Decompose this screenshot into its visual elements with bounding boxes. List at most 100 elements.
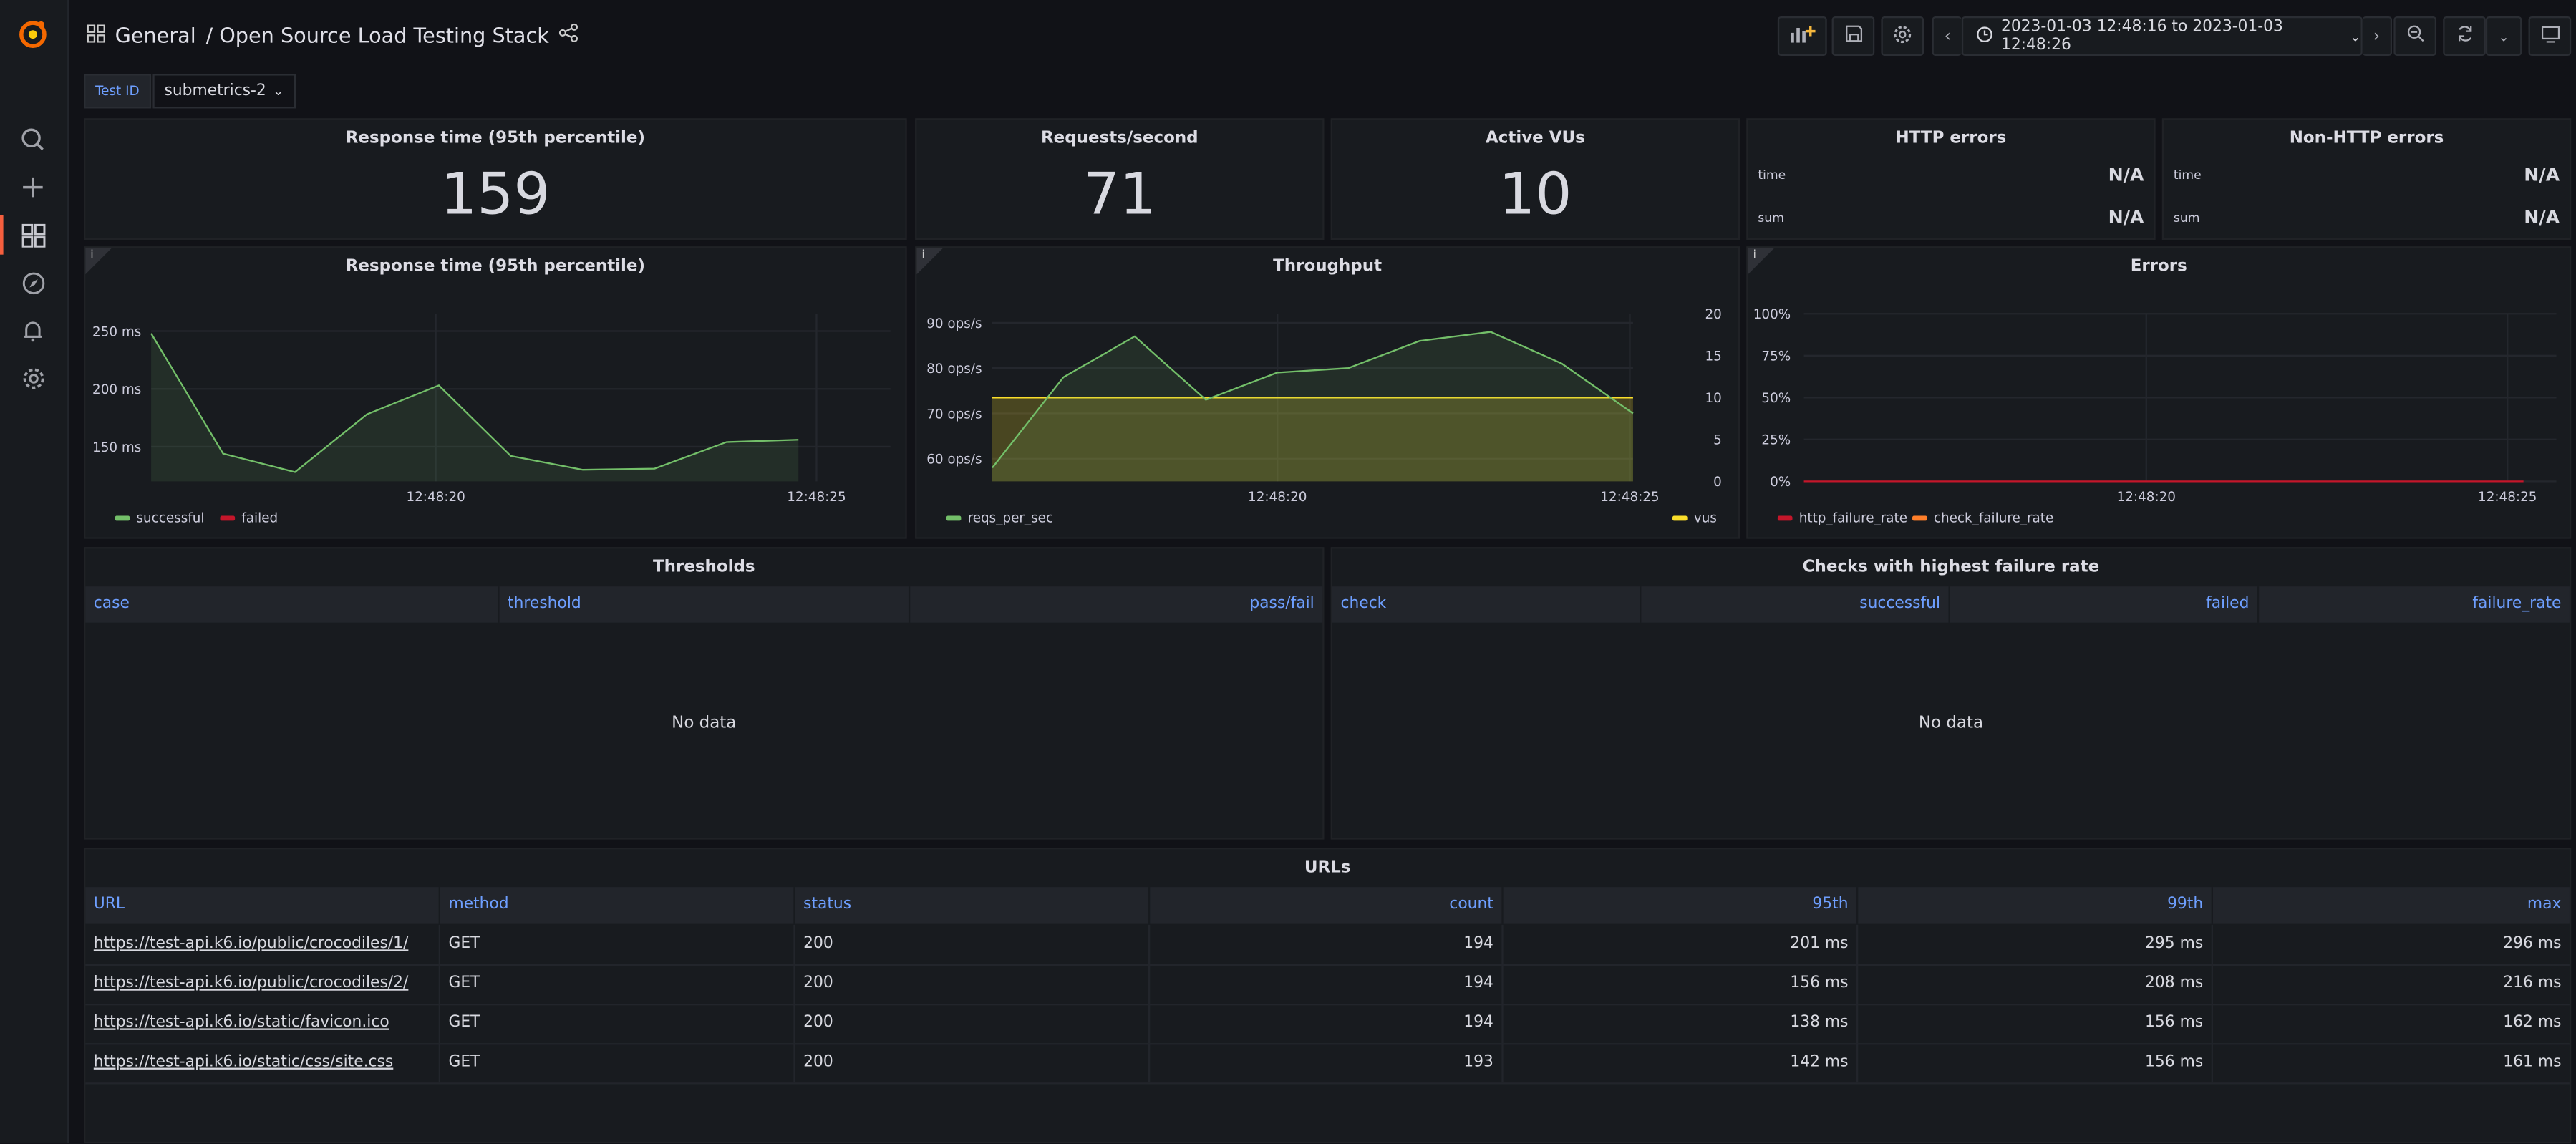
plus-icon[interactable] xyxy=(15,169,51,205)
stat-value: 71 xyxy=(1083,163,1156,228)
url-link[interactable]: https://test-api.k6.io/public/crocodiles… xyxy=(85,924,440,964)
legend-swatch xyxy=(115,515,130,521)
monitor-icon xyxy=(2540,25,2559,47)
chevron-down-icon: ⌄ xyxy=(2498,29,2509,44)
table-cell: 156 ms xyxy=(1858,1043,2213,1083)
table-cell: 216 ms xyxy=(2503,974,2562,992)
panel-info-icon[interactable]: i xyxy=(85,248,112,275)
table-cell: 194 xyxy=(1150,964,1504,1004)
panel-title: Errors xyxy=(2130,258,2187,276)
panel-title: Response time (95th percentile) xyxy=(345,130,645,148)
column-header-failure-rate[interactable]: failure_rate xyxy=(2472,594,2562,613)
table-panel-urls[interactable]: URLs URL method status count 95th 99th m… xyxy=(84,848,2572,1144)
y-tick-label-left: 60 ops/s xyxy=(926,452,982,467)
breadcrumb-folder[interactable]: General xyxy=(115,23,196,48)
refresh-interval-dropdown[interactable]: ⌄ xyxy=(2485,16,2522,57)
top-navbar: General / Open Source Load Testing Stack… xyxy=(67,0,2576,72)
panel-title: Thresholds xyxy=(652,558,755,577)
column-header-count[interactable]: count xyxy=(1150,887,1504,924)
column-header-pass-fail[interactable]: pass/fail xyxy=(1249,594,1314,613)
column-header-95th[interactable]: 95th xyxy=(1504,887,1859,924)
table-cell: 201 ms xyxy=(1504,924,1859,964)
stat-key: time xyxy=(2173,168,2202,183)
time-range-picker[interactable]: 2023-01-03 12:48:16 to 2023-01-03 12:48:… xyxy=(1961,16,2363,57)
url-link[interactable]: https://test-api.k6.io/public/crocodiles… xyxy=(85,964,440,1004)
stat-key: sum xyxy=(1758,210,1784,226)
column-header-threshold[interactable]: threshold xyxy=(500,586,911,623)
table-panel-checks[interactable]: Checks with highest failure rate check s… xyxy=(1330,547,2572,840)
stat-value: N/A xyxy=(2108,164,2144,186)
legend-item-reqs-per-sec[interactable]: reqs_per_sec xyxy=(946,511,1053,525)
dashboard-grid-icon xyxy=(87,23,105,47)
table-cell: 200 xyxy=(795,1043,1151,1083)
stat-value: N/A xyxy=(2108,207,2144,228)
test-id-select[interactable]: submetrics-2 ⌄ xyxy=(152,74,296,109)
column-header-successful[interactable]: successful xyxy=(1641,586,1950,623)
legend-item-http-failure-rate[interactable]: http_failure_rate xyxy=(1777,511,1907,525)
table-cell: 296 ms xyxy=(2503,934,2562,953)
column-header-method[interactable]: method xyxy=(440,887,795,924)
series-area-reqs-per-sec xyxy=(992,331,1633,482)
stat-panel-requests-per-second[interactable]: Requests/second 71 xyxy=(915,118,1325,241)
table-cell: 142 ms xyxy=(1504,1043,1859,1083)
y-tick-label-right: 10 xyxy=(1705,391,1722,406)
save-dashboard-button[interactable] xyxy=(1831,16,1875,57)
time-shift-back-button[interactable]: ‹ xyxy=(1932,16,1962,57)
refresh-button[interactable] xyxy=(2443,16,2486,57)
dashboard-title[interactable]: / Open Source Load Testing Stack xyxy=(205,23,549,48)
grafana-logo-icon[interactable] xyxy=(15,16,51,52)
url-link[interactable]: https://test-api.k6.io/static/favicon.ic… xyxy=(85,1004,440,1044)
url-link[interactable]: https://test-api.k6.io/static/css/site.c… xyxy=(85,1043,440,1083)
column-header-check[interactable]: check xyxy=(1332,586,1642,623)
panel-info-icon[interactable]: i xyxy=(1748,248,1775,275)
legend-item-check-failure-rate[interactable]: check_failure_rate xyxy=(1912,511,2053,525)
time-shift-forward-button[interactable]: › xyxy=(2362,16,2393,57)
x-tick-label: 12:48:25 xyxy=(1600,490,1659,505)
table-cell: 208 ms xyxy=(1858,964,2213,1004)
explore-icon[interactable] xyxy=(15,264,51,300)
legend-swatch xyxy=(1912,515,1927,521)
alerting-bell-icon[interactable] xyxy=(15,312,51,348)
graph-panel-throughput[interactable]: i Throughput 90 ops/s 80 ops/s 70 ops/s 60 … xyxy=(915,246,1740,539)
panel-title: Requests/second xyxy=(1041,130,1199,148)
column-header-url[interactable]: URL xyxy=(85,887,440,924)
stat-panel-non-http-errors[interactable]: Non-HTTP errors time N/A sum N/A xyxy=(2161,118,2572,241)
table-cell: 295 ms xyxy=(1858,924,2213,964)
column-header-failed[interactable]: failed xyxy=(1950,586,2260,623)
legend-item-failed[interactable]: failed xyxy=(220,510,279,526)
graph-panel-response-time[interactable]: i Response time (95th percentile) 250 ms… xyxy=(84,246,907,539)
chevron-left-icon: ‹ xyxy=(1944,26,1951,46)
legend-item-successful[interactable]: successful xyxy=(115,511,204,525)
legend-item-vus[interactable]: vus xyxy=(1672,511,1717,525)
time-range-label: 2023-01-03 12:48:16 to 2023-01-03 12:48:… xyxy=(2000,18,2283,54)
configuration-gear-icon[interactable] xyxy=(15,360,51,396)
dashboards-icon[interactable] xyxy=(15,217,51,253)
table-panel-thresholds[interactable]: Thresholds case threshold pass/fail No d… xyxy=(84,547,1325,840)
zoom-out-icon xyxy=(2406,24,2424,47)
table-cell: 162 ms xyxy=(2503,1013,2562,1032)
column-header-case[interactable]: case xyxy=(85,586,500,623)
column-header-status[interactable]: status xyxy=(795,887,1151,924)
share-icon[interactable] xyxy=(559,23,579,47)
dashboard-settings-button[interactable] xyxy=(1881,16,1924,57)
stat-panel-response-time[interactable]: Response time (95th percentile) 159 xyxy=(84,118,907,241)
table-cell: 193 xyxy=(1150,1043,1504,1083)
stat-value: 10 xyxy=(1498,163,1572,228)
stat-panel-active-vus[interactable]: Active VUs 10 xyxy=(1330,118,1740,241)
breadcrumb: General / Open Source Load Testing Stack xyxy=(87,23,579,48)
graph-panel-errors[interactable]: i Errors 100% 75% 50% 25% 0% 12:48:20 12:48:25… xyxy=(1746,246,2572,539)
legend-label: failed xyxy=(241,510,279,526)
view-mode-button[interactable] xyxy=(2528,16,2572,57)
no-data-message: No data xyxy=(1918,714,1984,733)
table-cell: 156 ms xyxy=(1504,964,1859,1004)
panel-title: Non-HTTP errors xyxy=(2289,130,2444,148)
add-panel-button[interactable] xyxy=(1777,16,1827,57)
search-icon[interactable] xyxy=(15,122,51,157)
panel-title: Response time (95th percentile) xyxy=(345,258,645,276)
zoom-out-button[interactable] xyxy=(2393,16,2437,57)
stat-panel-http-errors[interactable]: HTTP errors time N/A sum N/A xyxy=(1746,118,2156,241)
column-header-max[interactable]: max xyxy=(2527,895,2562,913)
column-header-99th[interactable]: 99th xyxy=(1858,887,2213,924)
stat-key: time xyxy=(1758,168,1786,183)
panel-info-icon[interactable]: i xyxy=(916,248,944,275)
